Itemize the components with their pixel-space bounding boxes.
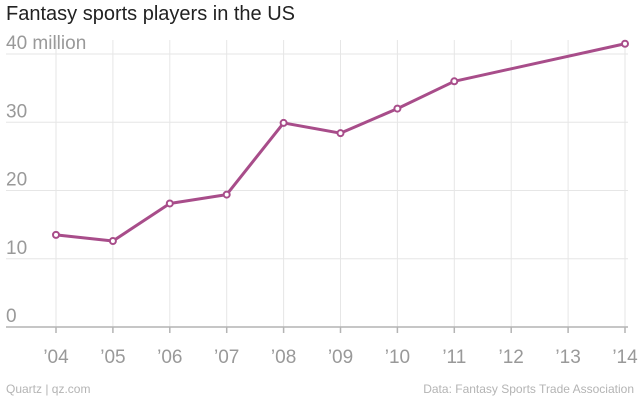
data-point (108, 237, 117, 246)
x-tick-label: ’05 (100, 347, 125, 368)
x-tick-label: ’11 (442, 347, 466, 368)
data-point (279, 118, 288, 127)
x-tick-label: ’07 (214, 347, 239, 368)
y-tick-label: 20 (6, 170, 27, 191)
x-tick-label: ’12 (499, 347, 524, 368)
data-point (450, 77, 459, 86)
x-tick-label: ’04 (43, 347, 69, 368)
data-point (393, 104, 402, 113)
x-tick-label: ’08 (271, 347, 296, 368)
y-tick-label: 0 (6, 306, 17, 327)
y-tick-label: 10 (6, 238, 27, 259)
x-tick-label: ’09 (328, 347, 353, 368)
data-point (165, 199, 174, 208)
y-tick-label: 30 (6, 101, 27, 122)
data-point (222, 190, 231, 199)
x-tick-label: ’13 (555, 347, 580, 368)
y-tick-label: 40 million (6, 33, 86, 54)
data-source-credit: Data: Fantasy Sports Trade Association (423, 382, 634, 396)
x-tick-label: ’14 (612, 347, 638, 368)
x-tick-label: ’06 (157, 347, 182, 368)
data-point (621, 39, 629, 48)
x-tick-label: ’10 (385, 347, 410, 368)
publisher-credit: Quartz | qz.com (6, 382, 91, 396)
data-point (52, 230, 60, 239)
data-point (336, 129, 345, 138)
chart-title: Fantasy sports players in the US (6, 3, 296, 25)
